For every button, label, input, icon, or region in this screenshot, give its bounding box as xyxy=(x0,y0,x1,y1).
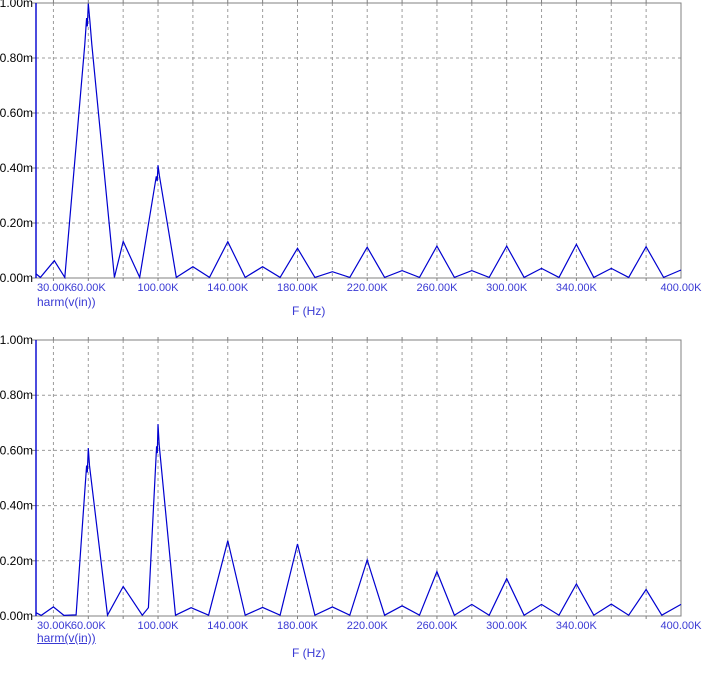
y-tick-label: 0.20m xyxy=(0,554,33,568)
y-tick-label: 1.00m xyxy=(0,333,33,347)
x-tick-label: 30.00K xyxy=(37,620,73,632)
x-tick-label: 100.00K xyxy=(138,282,180,294)
y-tick-label: 0.80m xyxy=(0,51,33,65)
x-tick-label: 400.00K xyxy=(661,620,703,632)
x-tick-label: 60.00K xyxy=(71,282,107,294)
x-tick-label: 340.00K xyxy=(556,620,598,632)
x-tick-label: 300.00K xyxy=(486,620,528,632)
spectrum-plot-bottom-canvas: 1.00m 0.80m 0.60m 0.40m 0.20m 0.00m 30.00K60.0… xyxy=(0,333,703,632)
plot-border xyxy=(35,339,682,617)
x-tick-label: 140.00K xyxy=(207,282,249,294)
x-axis-title-top: F (Hz) xyxy=(292,304,326,318)
y-tick-label: 0.60m xyxy=(0,443,33,457)
x-tick-label: 220.00K xyxy=(347,282,389,294)
x-tick-label: 300.00K xyxy=(486,282,528,294)
y-tick-label: 0.00m xyxy=(0,271,33,285)
y-tick-label: 0.80m xyxy=(0,388,33,402)
plot-border xyxy=(35,2,682,279)
y-tick-label: 1.00m xyxy=(0,0,33,10)
spectrum-curve xyxy=(35,424,682,618)
y-tick-label: 0.40m xyxy=(0,161,33,175)
y-tick-label: 0.20m xyxy=(0,216,33,230)
x-tick-label: 400.00K xyxy=(661,282,703,294)
x-tick-label: 260.00K xyxy=(416,282,458,294)
y-tick-label: 0.40m xyxy=(0,499,33,513)
x-tick-label: 180.00K xyxy=(277,620,319,632)
x-tick-label: 30.00K xyxy=(37,282,73,294)
x-tick-label: 340.00K xyxy=(556,282,598,294)
x-tick-label: 260.00K xyxy=(416,620,458,632)
spectrum-curve xyxy=(35,3,682,280)
x-tick-label: 220.00K xyxy=(347,620,389,632)
x-tick-label: 140.00K xyxy=(207,620,249,632)
x-tick-label: 100.00K xyxy=(138,620,180,632)
x-tick-label: 180.00K xyxy=(277,282,319,294)
spectrum-plot-top-canvas: 1.00m 0.80m 0.60m 0.40m 0.20m 0.00m 30.00K60.0… xyxy=(0,0,703,294)
x-tick-label: 60.00K xyxy=(71,620,107,632)
waveform-legend-top[interactable]: harm(v(in)) xyxy=(37,295,96,309)
x-axis-title-bottom: F (Hz) xyxy=(292,646,326,660)
y-tick-label: 0.60m xyxy=(0,106,33,120)
waveform-legend-bottom[interactable]: harm(v(in)) xyxy=(37,631,96,645)
y-tick-label: 0.00m xyxy=(0,609,33,623)
